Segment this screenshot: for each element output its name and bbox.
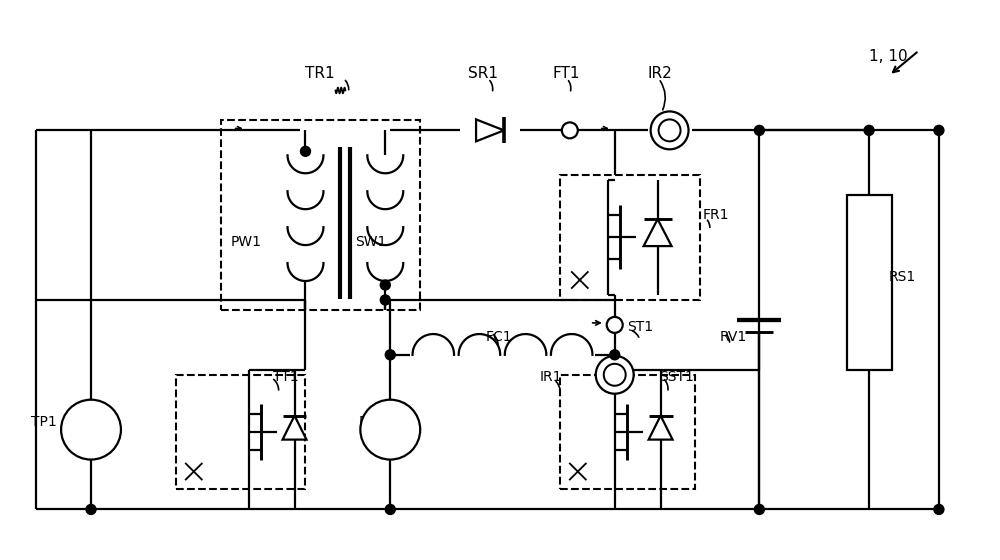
Text: TR1: TR1	[305, 66, 335, 81]
Text: TP1: TP1	[31, 414, 57, 428]
Text: FC1: FC1	[486, 330, 513, 344]
Circle shape	[385, 505, 395, 515]
Text: FT1: FT1	[553, 66, 580, 81]
Text: SR1: SR1	[468, 66, 498, 81]
Circle shape	[385, 350, 395, 360]
Circle shape	[934, 505, 944, 515]
Bar	[560, 175, 700, 300]
Polygon shape	[283, 416, 306, 440]
Text: IR1: IR1	[540, 370, 562, 384]
Circle shape	[864, 125, 874, 136]
Circle shape	[934, 125, 944, 136]
Text: +: +	[84, 422, 98, 440]
Circle shape	[607, 317, 623, 333]
Circle shape	[380, 280, 390, 290]
Text: PW1: PW1	[231, 235, 262, 249]
Text: −: −	[383, 440, 397, 458]
Text: RV1: RV1	[719, 330, 747, 344]
Text: FR1: FR1	[702, 208, 729, 222]
Text: −: −	[84, 440, 98, 458]
Bar	[221, 120, 420, 310]
Text: SST1: SST1	[660, 370, 694, 384]
Circle shape	[651, 111, 689, 150]
Bar	[560, 375, 695, 489]
Circle shape	[86, 505, 96, 515]
Polygon shape	[649, 416, 673, 440]
Text: TT1: TT1	[273, 370, 298, 384]
Circle shape	[562, 123, 578, 138]
Text: IR2: IR2	[648, 66, 672, 81]
Text: +: +	[383, 422, 397, 440]
Circle shape	[300, 146, 310, 156]
Text: SW1: SW1	[355, 235, 387, 249]
Circle shape	[610, 350, 620, 360]
Text: ST1: ST1	[627, 320, 653, 334]
Bar	[847, 195, 892, 370]
Circle shape	[596, 356, 634, 394]
Text: 1, 10: 1, 10	[869, 49, 908, 64]
Circle shape	[604, 364, 626, 386]
Circle shape	[659, 119, 681, 141]
Polygon shape	[644, 219, 672, 246]
Circle shape	[360, 400, 420, 460]
Polygon shape	[476, 119, 504, 141]
Circle shape	[754, 505, 764, 515]
Bar	[176, 375, 305, 489]
Circle shape	[754, 125, 764, 136]
Circle shape	[380, 295, 390, 305]
Text: FP1: FP1	[358, 414, 384, 428]
Text: RS1: RS1	[889, 270, 916, 284]
Circle shape	[61, 400, 121, 460]
